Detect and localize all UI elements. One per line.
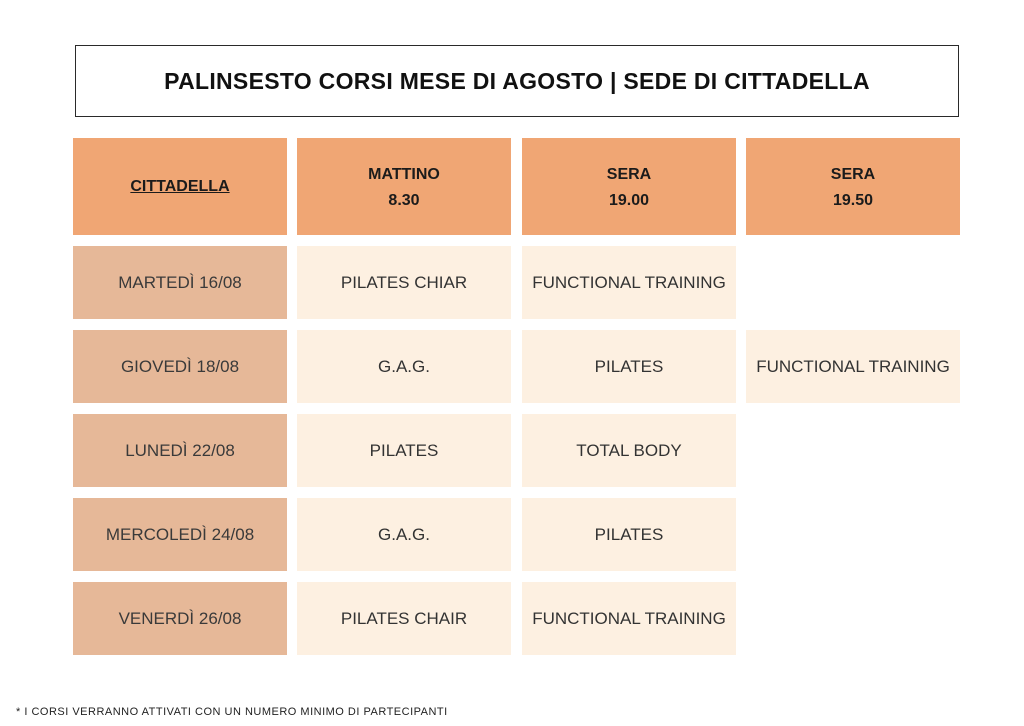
course-cell: TOTAL BODY [522,414,736,487]
header-column-morning: MATTINO 8.30 [297,138,511,235]
course-cell: PILATES CHAIR [297,582,511,655]
header-column-label: SERA [830,166,876,183]
course-cell: G.A.G. [297,330,511,403]
course-cell: G.A.G. [297,498,511,571]
course-cell: PILATES CHIAR [297,246,511,319]
page-title: PALINSESTO CORSI MESE DI AGOSTO | SEDE D… [164,67,870,94]
day-cell: LUNEDÌ 22/08 [73,414,287,487]
header-corner-cell: CITTADELLA [73,138,287,235]
header-column-time: 19.00 [608,192,650,209]
header-column-evening-2: SERA 19.50 [746,138,960,235]
footnote: * I CORSI VERRANNO ATTIVATI CON UN NUMER… [16,706,448,718]
title-box: PALINSESTO CORSI MESE DI AGOSTO | SEDE D… [75,45,959,117]
day-cell: GIOVEDÌ 18/08 [73,330,287,403]
header-column-time: 8.30 [388,192,420,209]
course-cell: PILATES [522,330,736,403]
course-cell: PILATES [297,414,511,487]
course-cell: FUNCTIONAL TRAINING [522,246,736,319]
header-corner-label: CITTADELLA [130,177,230,195]
day-cell: VENERDÌ 26/08 [73,582,287,655]
day-cell: MERCOLEDÌ 24/08 [73,498,287,571]
header-column-evening-1: SERA 19.00 [522,138,736,235]
course-cell: FUNCTIONAL TRAINING [746,330,960,403]
day-cell: MARTEDÌ 16/08 [73,246,287,319]
header-column-label: MATTINO [368,166,440,183]
course-cell: FUNCTIONAL TRAINING [522,582,736,655]
header-column-label: SERA [606,166,652,183]
header-column-time: 19.50 [832,192,874,209]
course-cell: PILATES [522,498,736,571]
